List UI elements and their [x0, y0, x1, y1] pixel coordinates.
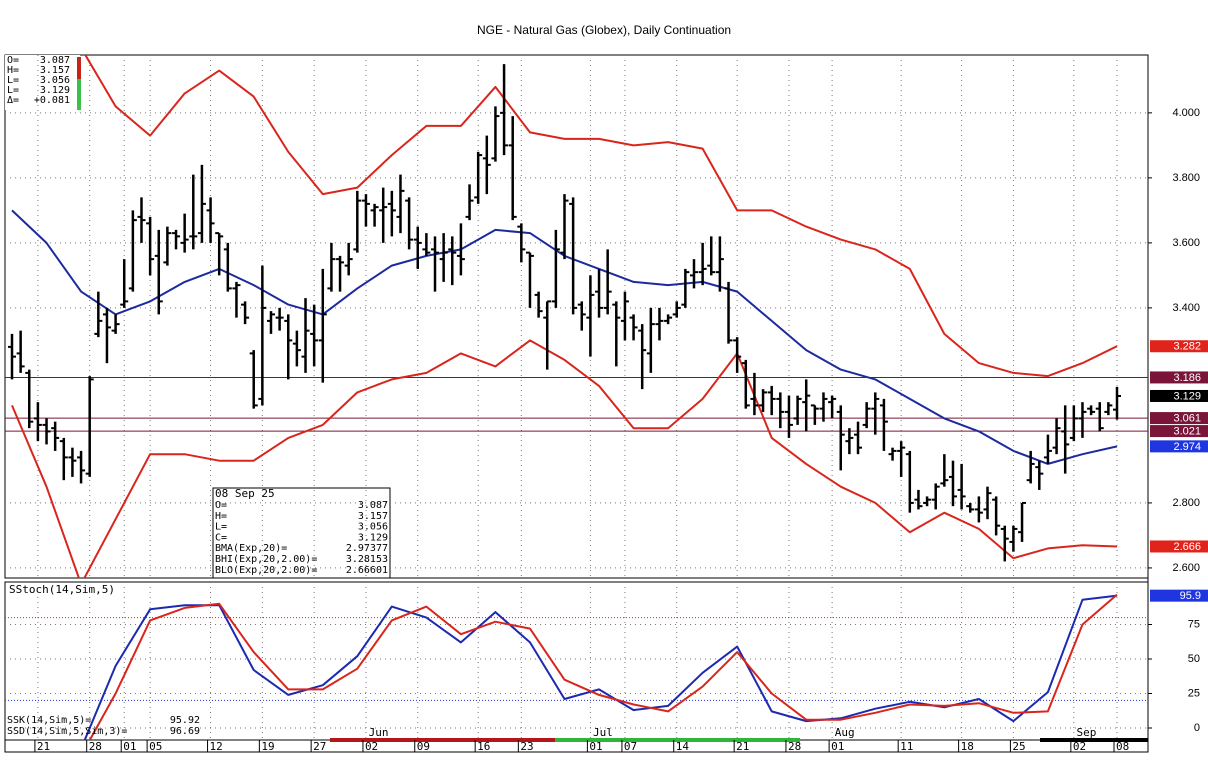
month-strip [555, 738, 800, 742]
line-series [84, 55, 1118, 378]
x-tick-label: 21 [37, 740, 50, 753]
quote-label: H= [7, 65, 19, 76]
quote-label: Δ= [7, 95, 19, 106]
data-window-label: BLO(Exp,20,2.00)= [215, 565, 317, 576]
x-tick-label: 27 [313, 740, 326, 753]
price-label-box [1150, 440, 1208, 453]
x-tick-label: 28 [788, 740, 801, 753]
y-tick-label: 50 [1188, 653, 1200, 665]
quote-value: +0.081 [34, 95, 70, 106]
line-series [83, 594, 1118, 740]
x-tick-label: 16 [477, 740, 490, 753]
x-tick-label: 18 [961, 740, 974, 753]
month-label: Jul [593, 726, 613, 739]
data-window-date: 08 Sep 25 [215, 487, 275, 500]
price-panel [4, 54, 1149, 579]
price-label: 3.021 [1173, 425, 1201, 437]
data-window-label: BHI(Exp,20,2.00)= [215, 554, 317, 565]
quote-value: 3.056 [40, 75, 70, 86]
x-tick-label: 12 [210, 740, 223, 753]
data-window-value: 2.97377 [346, 543, 388, 554]
data-window-label: H= [215, 511, 227, 522]
price-label-box [1150, 371, 1208, 384]
data-window-value: 3.129 [358, 532, 388, 543]
month-strip [1040, 738, 1148, 742]
x-tick-label: 08 [1116, 740, 1129, 753]
price-label: 3.282 [1173, 341, 1201, 353]
legend-label: SSK(14,Sim,5)= [7, 715, 91, 726]
price-label-box [1150, 540, 1208, 553]
price-label: 3.129 [1173, 390, 1201, 402]
x-tick-label: 09 [417, 740, 430, 753]
x-tick-label: 01 [123, 740, 136, 753]
price-label-box [1150, 425, 1208, 438]
x-tick-label: 02 [365, 740, 378, 753]
y-tick-label: 2.800 [1172, 497, 1200, 509]
legend-label: SSD(14,Sim,5,Sim,3)= [7, 726, 127, 737]
data-window-value: 3.056 [358, 522, 388, 533]
quote-value: 3.087 [40, 55, 70, 66]
data-window-label: O= [215, 500, 227, 511]
x-tick-label: 28 [89, 740, 102, 753]
legend-value: 96.69 [170, 726, 200, 737]
quote-bar [77, 57, 81, 79]
x-tick-label: 02 [1073, 740, 1086, 753]
x-tick-label: 01 [831, 740, 844, 753]
data-window-label: L= [215, 522, 227, 533]
quote-bar [77, 79, 81, 110]
x-tick-label: 19 [261, 740, 274, 753]
data-window-label: BMA(Exp,20)= [215, 543, 287, 554]
data-window-value: 3.087 [358, 500, 388, 511]
y-tick-label: 3.800 [1172, 172, 1200, 184]
x-tick-label: 23 [520, 740, 533, 753]
legend-value: 95.92 [170, 715, 200, 726]
stoch-plot [5, 582, 1148, 740]
x-tick-label: 01 [589, 740, 602, 753]
y-tick-label: 2.600 [1172, 562, 1200, 574]
x-tick-label: 25 [1012, 740, 1025, 753]
x-tick-label: 21 [736, 740, 749, 753]
price-plot [5, 55, 1148, 578]
month-label: Jun [369, 726, 389, 739]
stoch-title: SStoch(14,Sim,5) [9, 583, 115, 596]
data-window-value: 2.66601 [346, 565, 388, 576]
price-label-box [1150, 412, 1208, 425]
chart-title: NGE - Natural Gas (Globex), Daily Contin… [477, 23, 731, 37]
quote-value: 3.157 [40, 65, 70, 76]
price-label-box [1150, 389, 1208, 402]
quote-label: L= [7, 85, 19, 96]
data-window-value: 3.28153 [346, 554, 388, 565]
x-tick-label: 05 [149, 740, 162, 753]
y-tick-label: 3.600 [1172, 237, 1200, 249]
y-tick-label: 0 [1194, 722, 1200, 734]
quote-label: O= [7, 55, 19, 66]
x-tick-label: 07 [624, 740, 637, 753]
price-label: 95.9 [1180, 590, 1201, 602]
month-strip [330, 738, 555, 742]
quote-box [5, 55, 80, 110]
quote-label: L= [7, 75, 19, 86]
price-label-box [1150, 589, 1208, 602]
y-tick-label: 3.400 [1172, 302, 1200, 314]
data-window-value: 3.157 [358, 511, 388, 522]
price-label: 2.666 [1173, 541, 1201, 553]
price-label: 3.186 [1173, 372, 1201, 384]
x-tick-label: 11 [900, 740, 913, 753]
price-label-box [1150, 340, 1208, 353]
y-tick-label: 4.000 [1172, 107, 1200, 119]
price-label: 2.974 [1173, 441, 1201, 453]
month-label: Aug [835, 726, 855, 739]
line-series [88, 593, 1118, 740]
line-series [11, 339, 1118, 578]
price-label: 3.061 [1173, 412, 1201, 424]
x-tick-label: 14 [676, 740, 690, 753]
month-label: Sep [1076, 726, 1096, 739]
y-tick-label: 25 [1188, 687, 1200, 699]
quote-value: 3.129 [40, 85, 70, 96]
data-window-label: C= [215, 532, 227, 543]
y-tick-label: 75 [1188, 618, 1200, 630]
